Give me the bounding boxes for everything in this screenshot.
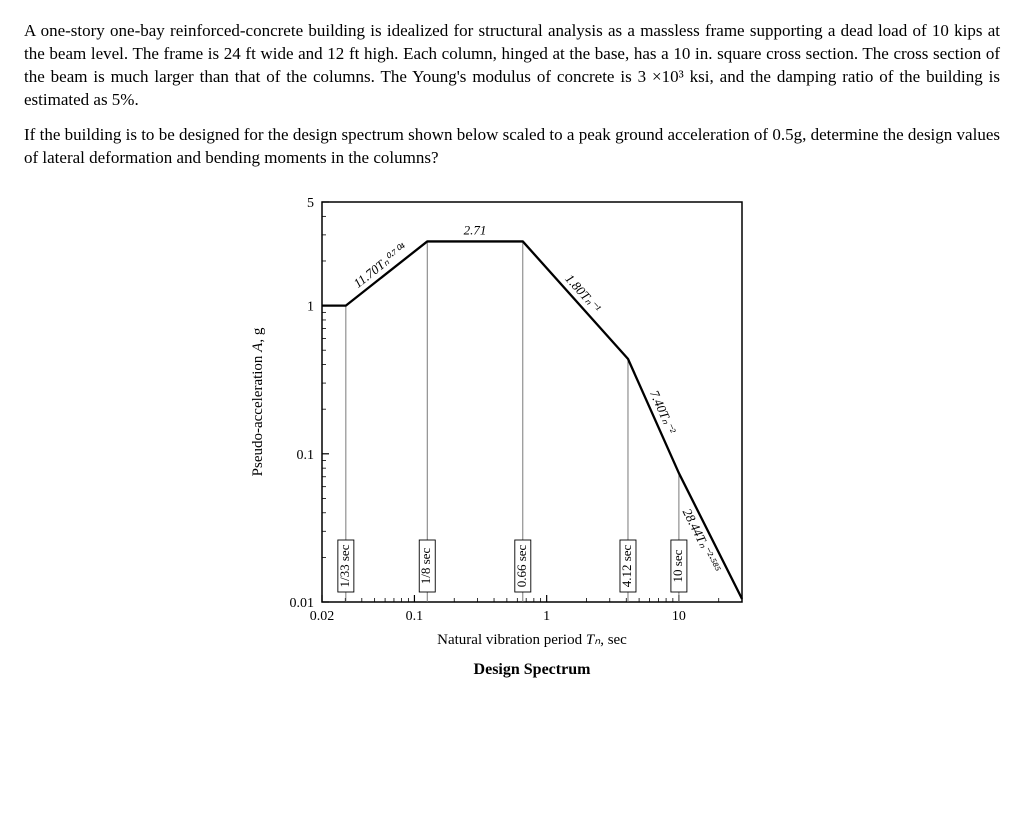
svg-text:0.1: 0.1: [406, 609, 424, 624]
svg-text:Pseudo-acceleration A, g: Pseudo-acceleration A, g: [250, 327, 266, 476]
svg-text:0.01: 0.01: [290, 596, 315, 611]
svg-text:10 sec: 10 sec: [670, 549, 685, 582]
svg-text:1/33 sec: 1/33 sec: [337, 544, 352, 587]
svg-text:10: 10: [672, 609, 686, 624]
svg-text:5: 5: [307, 196, 314, 211]
svg-text:1/8 sec: 1/8 sec: [418, 547, 433, 584]
problem-paragraph-1: A one-story one-bay reinforced-concrete …: [24, 20, 1000, 112]
svg-text:1: 1: [307, 299, 314, 314]
svg-text:11.70Tₙ⁰·⁷⁰⁴: 11.70Tₙ⁰·⁷⁰⁴: [351, 239, 410, 290]
svg-text:0.02: 0.02: [310, 609, 335, 624]
svg-text:1: 1: [543, 609, 550, 624]
svg-text:Design Spectrum: Design Spectrum: [474, 661, 592, 678]
svg-text:4.12 sec: 4.12 sec: [619, 544, 634, 587]
svg-text:0.1: 0.1: [297, 447, 315, 462]
svg-text:Natural vibration period Tₙ, s: Natural vibration period Tₙ, sec: [437, 632, 627, 648]
design-spectrum-chart: 0.02 0.1 1 10 0.01 0.1 1 5 1/33 sec 1/8 sec 0.66 s…: [24, 182, 1000, 712]
spectrum-svg: 0.02 0.1 1 10 0.01 0.1 1 5 1/33 sec 1/8 sec 0.66 s…: [212, 182, 812, 712]
svg-text:0.66 sec: 0.66 sec: [514, 544, 529, 587]
svg-text:2.71: 2.71: [464, 222, 487, 237]
problem-paragraph-2: If the building is to be designed for th…: [24, 124, 1000, 170]
